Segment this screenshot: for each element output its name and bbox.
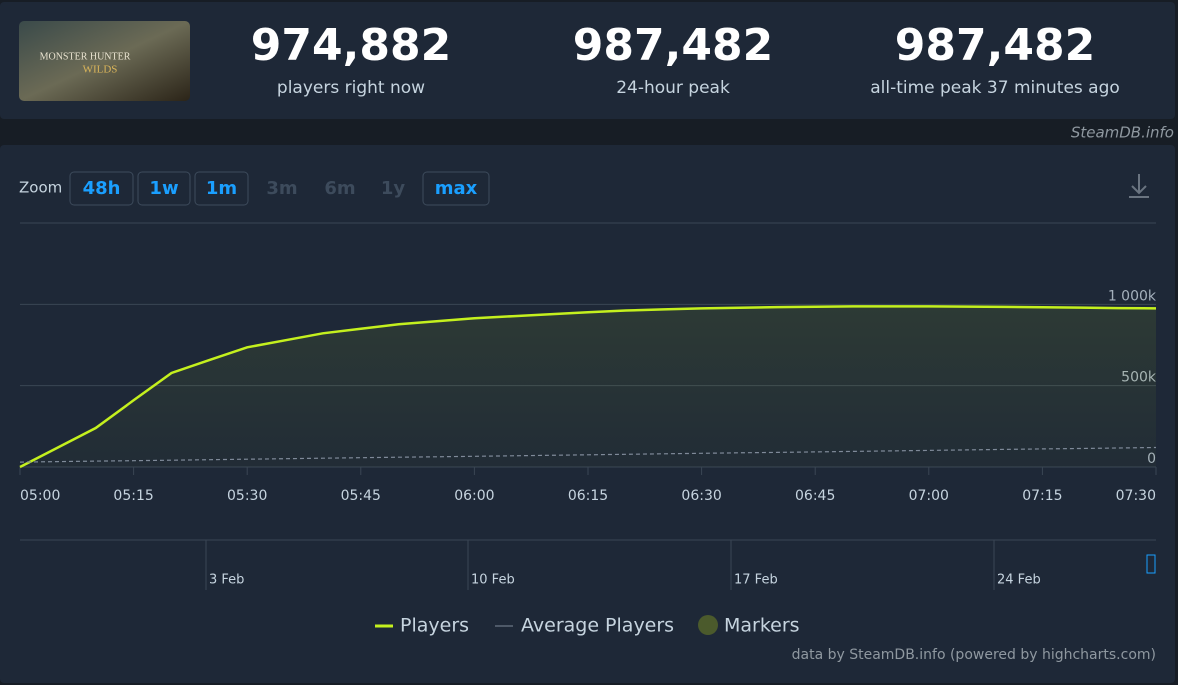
series-line bbox=[19, 305, 1157, 469]
x-tick-label: 05:45 bbox=[341, 488, 381, 504]
zoom-button-label[interactable]: max bbox=[435, 178, 478, 199]
legend-label[interactable]: Average Players bbox=[521, 615, 674, 637]
x-tick-label: 05:15 bbox=[113, 488, 153, 504]
x-tick-label: 07:30 bbox=[1116, 488, 1156, 504]
x-tick-label: 06:30 bbox=[681, 488, 721, 504]
zoom-label: Zoom bbox=[19, 179, 62, 197]
navigator-label: 24 Feb bbox=[997, 573, 1041, 588]
stat-label: all-time peak 37 minutes ago bbox=[870, 78, 1120, 98]
x-tick-label: 06:45 bbox=[795, 488, 835, 504]
stats-panel bbox=[0, 2, 1175, 119]
download-icon[interactable] bbox=[1129, 174, 1149, 198]
zoom-button[interactable] bbox=[422, 171, 490, 206]
zoom-button[interactable] bbox=[69, 171, 134, 206]
zoom-button-label: 6m bbox=[324, 178, 355, 199]
x-tick-label: 05:30 bbox=[227, 488, 267, 504]
stat-label: players right now bbox=[277, 78, 425, 98]
legend-label[interactable]: Players bbox=[400, 615, 469, 637]
navigator-handle[interactable] bbox=[1146, 554, 1156, 574]
logo-text: MONSTER HUNTER bbox=[40, 51, 131, 62]
stat-value: 987,482 bbox=[895, 20, 1095, 71]
navigator-label: 17 Feb bbox=[734, 573, 778, 588]
logo-text: WILDS bbox=[83, 64, 118, 76]
legend-swatch bbox=[698, 615, 718, 635]
zoom-button[interactable] bbox=[137, 171, 191, 206]
zoom-button[interactable] bbox=[194, 171, 249, 206]
x-tick-label: 06:15 bbox=[568, 488, 608, 504]
x-tick-label: 07:15 bbox=[1022, 488, 1062, 504]
navigator: 3 Feb 10 Feb 17 Feb 24 Feb bbox=[205, 540, 1041, 590]
brand[interactable]: SteamDB.info bbox=[1071, 124, 1174, 142]
zoom-button-label[interactable]: 1w bbox=[149, 178, 178, 199]
y-tick-label: 1 000k bbox=[1108, 288, 1157, 304]
game-art bbox=[19, 21, 190, 101]
series-line bbox=[19, 446, 1157, 463]
stat-label: 24-hour peak bbox=[616, 78, 730, 98]
legend-label[interactable]: Markers bbox=[724, 615, 800, 637]
plot: 0500k1 000k05:0005:1505:3005:4506:0006:1… bbox=[19, 288, 1157, 504]
stats: 974,882 players right now 987,482 24-hour p… bbox=[251, 20, 1120, 98]
x-tick-label: 07:00 bbox=[909, 488, 949, 504]
navigator-label: 3 Feb bbox=[209, 573, 244, 588]
navigator-label: 10 Feb bbox=[471, 573, 515, 588]
legend: Players Average Players Markers bbox=[375, 615, 800, 637]
credits[interactable]: data by SteamDB.info (powered by highcha… bbox=[792, 647, 1156, 663]
zoom-button-label: 1y bbox=[381, 178, 406, 199]
x-tick-label: 06:00 bbox=[454, 488, 494, 504]
zoom-button-label[interactable]: 48h bbox=[83, 178, 121, 199]
zoom-button-label[interactable]: 1m bbox=[206, 178, 237, 199]
stat-value: 974,882 bbox=[251, 20, 451, 71]
stat-value: 987,482 bbox=[573, 20, 773, 71]
zoom-button-label: 3m bbox=[266, 178, 297, 199]
area bbox=[20, 306, 1156, 467]
x-tick-label: 05:00 bbox=[20, 488, 60, 504]
zoom-buttons: 48h 1w 1m 3m 6m 1y max bbox=[69, 171, 490, 206]
